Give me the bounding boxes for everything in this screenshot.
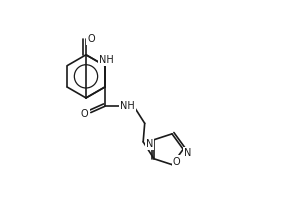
Text: N: N <box>184 148 191 158</box>
Text: O: O <box>88 34 95 44</box>
Text: NH: NH <box>120 101 135 111</box>
Text: NH: NH <box>99 55 114 65</box>
Text: N: N <box>146 139 153 149</box>
Text: O: O <box>81 109 88 119</box>
Text: O: O <box>173 157 181 167</box>
